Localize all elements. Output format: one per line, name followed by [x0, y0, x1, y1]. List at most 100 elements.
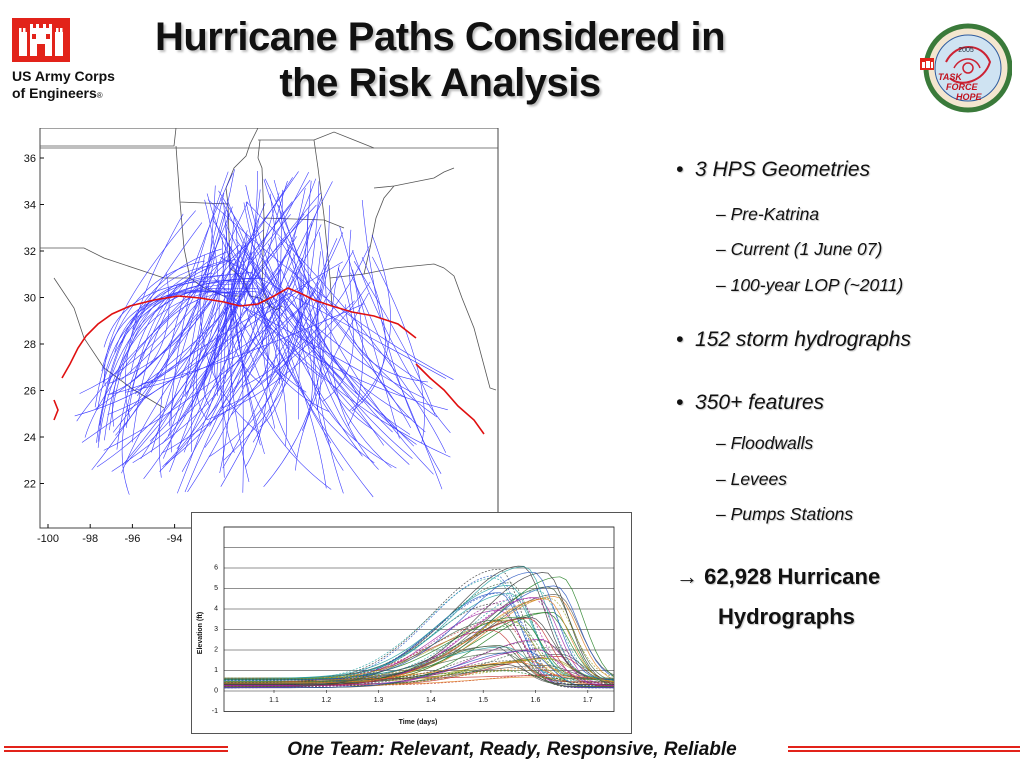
hurricane-track [278, 237, 438, 418]
hydro-x-tick-label: 1.6 [531, 697, 541, 704]
hurricane-track [235, 226, 244, 493]
hydrograph-curve [224, 590, 615, 681]
hurricane-track [267, 243, 313, 431]
hurricane-track [132, 260, 283, 464]
bullet-marker: • [676, 391, 684, 414]
bullet-text: 152 storm hydrographs [695, 328, 911, 351]
hurricane-track [124, 302, 265, 466]
hurricane-track [112, 177, 293, 433]
usace-logo: US Army Corps of Engineers® [12, 18, 130, 108]
bullet-text: 350+ features [695, 391, 825, 414]
hydro-y-tick-label: 2 [214, 647, 218, 654]
hurricane-track [184, 209, 229, 397]
hydrograph-curve [224, 646, 614, 680]
hurricane-track [213, 201, 293, 390]
hurricane-track [234, 273, 332, 490]
hurricane-track [222, 216, 235, 478]
map-y-tick-label: 26 [24, 386, 36, 398]
map-x-tick-label: -100 [37, 533, 59, 545]
hurricane-track [151, 211, 225, 453]
sub-bullet-floodwalls: – Floodwalls [716, 433, 814, 453]
hydrograph-curve [224, 619, 614, 688]
hurricane-track [136, 206, 233, 396]
sub-bullet-100-year-lop: – 100-year LOP (~2011) [716, 275, 904, 295]
map-x-tick-label: -96 [124, 533, 140, 545]
map-y-tick-label: 24 [24, 432, 36, 444]
hurricane-track [352, 250, 451, 433]
hurricane-track [299, 295, 397, 469]
sub-bullet-pump-stations: – Pumps Stations [716, 504, 854, 524]
hurricane-track [322, 267, 354, 402]
hydrograph-curve [224, 566, 615, 679]
hurricane-track [230, 232, 344, 416]
usace-logo-text: US Army Corps of Engineers® [12, 68, 115, 104]
hurricane-track [121, 171, 299, 381]
hurricane-track [307, 214, 344, 494]
sub-bullet-current: – Current (1 June 07) [716, 239, 883, 259]
hydro-ylabel: Elevation (ft) [197, 612, 204, 654]
hydro-x-tick-label: 1.3 [374, 697, 384, 704]
bullet-features: • 350+ features [676, 391, 824, 415]
hurricane-track [220, 256, 447, 379]
hurricane-track [104, 288, 233, 441]
hurricane-track [252, 181, 320, 443]
hurricane-track [204, 288, 263, 448]
hydro-x-tick-label: 1.1 [269, 697, 279, 704]
hurricane-track [259, 299, 289, 428]
slide-title: Hurricane Paths Considered in the Risk A… [120, 14, 760, 106]
hurricane-track [249, 275, 357, 394]
hurricane-track [109, 272, 170, 395]
hydro-x-tick-label: 1.7 [583, 697, 593, 704]
hurricane-track [135, 213, 305, 390]
hurricane-track [339, 226, 400, 439]
registered-mark: ® [96, 91, 103, 100]
hurricane-track [212, 219, 410, 465]
bullet-marker: • [676, 158, 684, 181]
hurricane-track [107, 296, 229, 396]
hydro-y-tick-label: 0 [214, 688, 218, 695]
hurricane-track [184, 181, 333, 493]
hurricane-track [250, 249, 375, 464]
hurricane-track [361, 199, 442, 474]
hurricane-track-map: 3634323028262422-100-98-96-94-92-90-88-8… [14, 127, 502, 548]
hurricane-track [293, 253, 357, 442]
hurricane-track [121, 283, 179, 495]
task-force-hope-seal: 2005 TASK FORCE HOPE [916, 22, 1013, 114]
hydrograph-curve [224, 658, 615, 683]
hydrograph-curve [224, 670, 614, 680]
hurricane-track [133, 290, 231, 331]
bullet-marker: • [676, 328, 684, 351]
hurricane-track [109, 259, 231, 431]
map-x-tick-label: -98 [82, 533, 98, 545]
hurricane-track [330, 264, 379, 470]
hurricane-track [245, 202, 412, 420]
hurricane-track [143, 266, 254, 479]
hydro-x-tick-label: 1.4 [426, 697, 436, 704]
hurricane-track [99, 248, 222, 426]
hurricane-track [243, 202, 332, 444]
hurricane-track [353, 261, 435, 415]
title-line2: the Risk Analysis [279, 61, 601, 105]
hurricane-track [103, 280, 233, 348]
hurricane-track [349, 234, 391, 412]
map-y-tick-label: 30 [24, 293, 36, 305]
hurricane-track [185, 193, 225, 393]
seal-force: FORCE [946, 82, 978, 92]
hurricane-track [177, 192, 280, 494]
result-line-2: Hydrographs [718, 604, 855, 629]
hydrograph-curve [224, 597, 615, 679]
hurricane-track [84, 244, 240, 438]
hurricane-track [261, 266, 301, 382]
hurricane-track [207, 199, 454, 380]
hurricane-track [207, 281, 371, 420]
hurricane-track [181, 269, 281, 379]
hydro-y-tick-label: -1 [212, 708, 218, 715]
hydro-y-tick-label: 4 [214, 606, 218, 613]
hurricane-track [223, 202, 261, 446]
title-line1: Hurricane Paths Considered in [154, 15, 726, 59]
hurricane-track [191, 247, 293, 408]
hydro-x-tick-label: 1.2 [321, 697, 331, 704]
hydro-y-tick-label: 5 [214, 585, 218, 592]
seal-hope: HOPE [956, 92, 983, 102]
hydro-x-tick-label: 1.5 [478, 697, 488, 704]
